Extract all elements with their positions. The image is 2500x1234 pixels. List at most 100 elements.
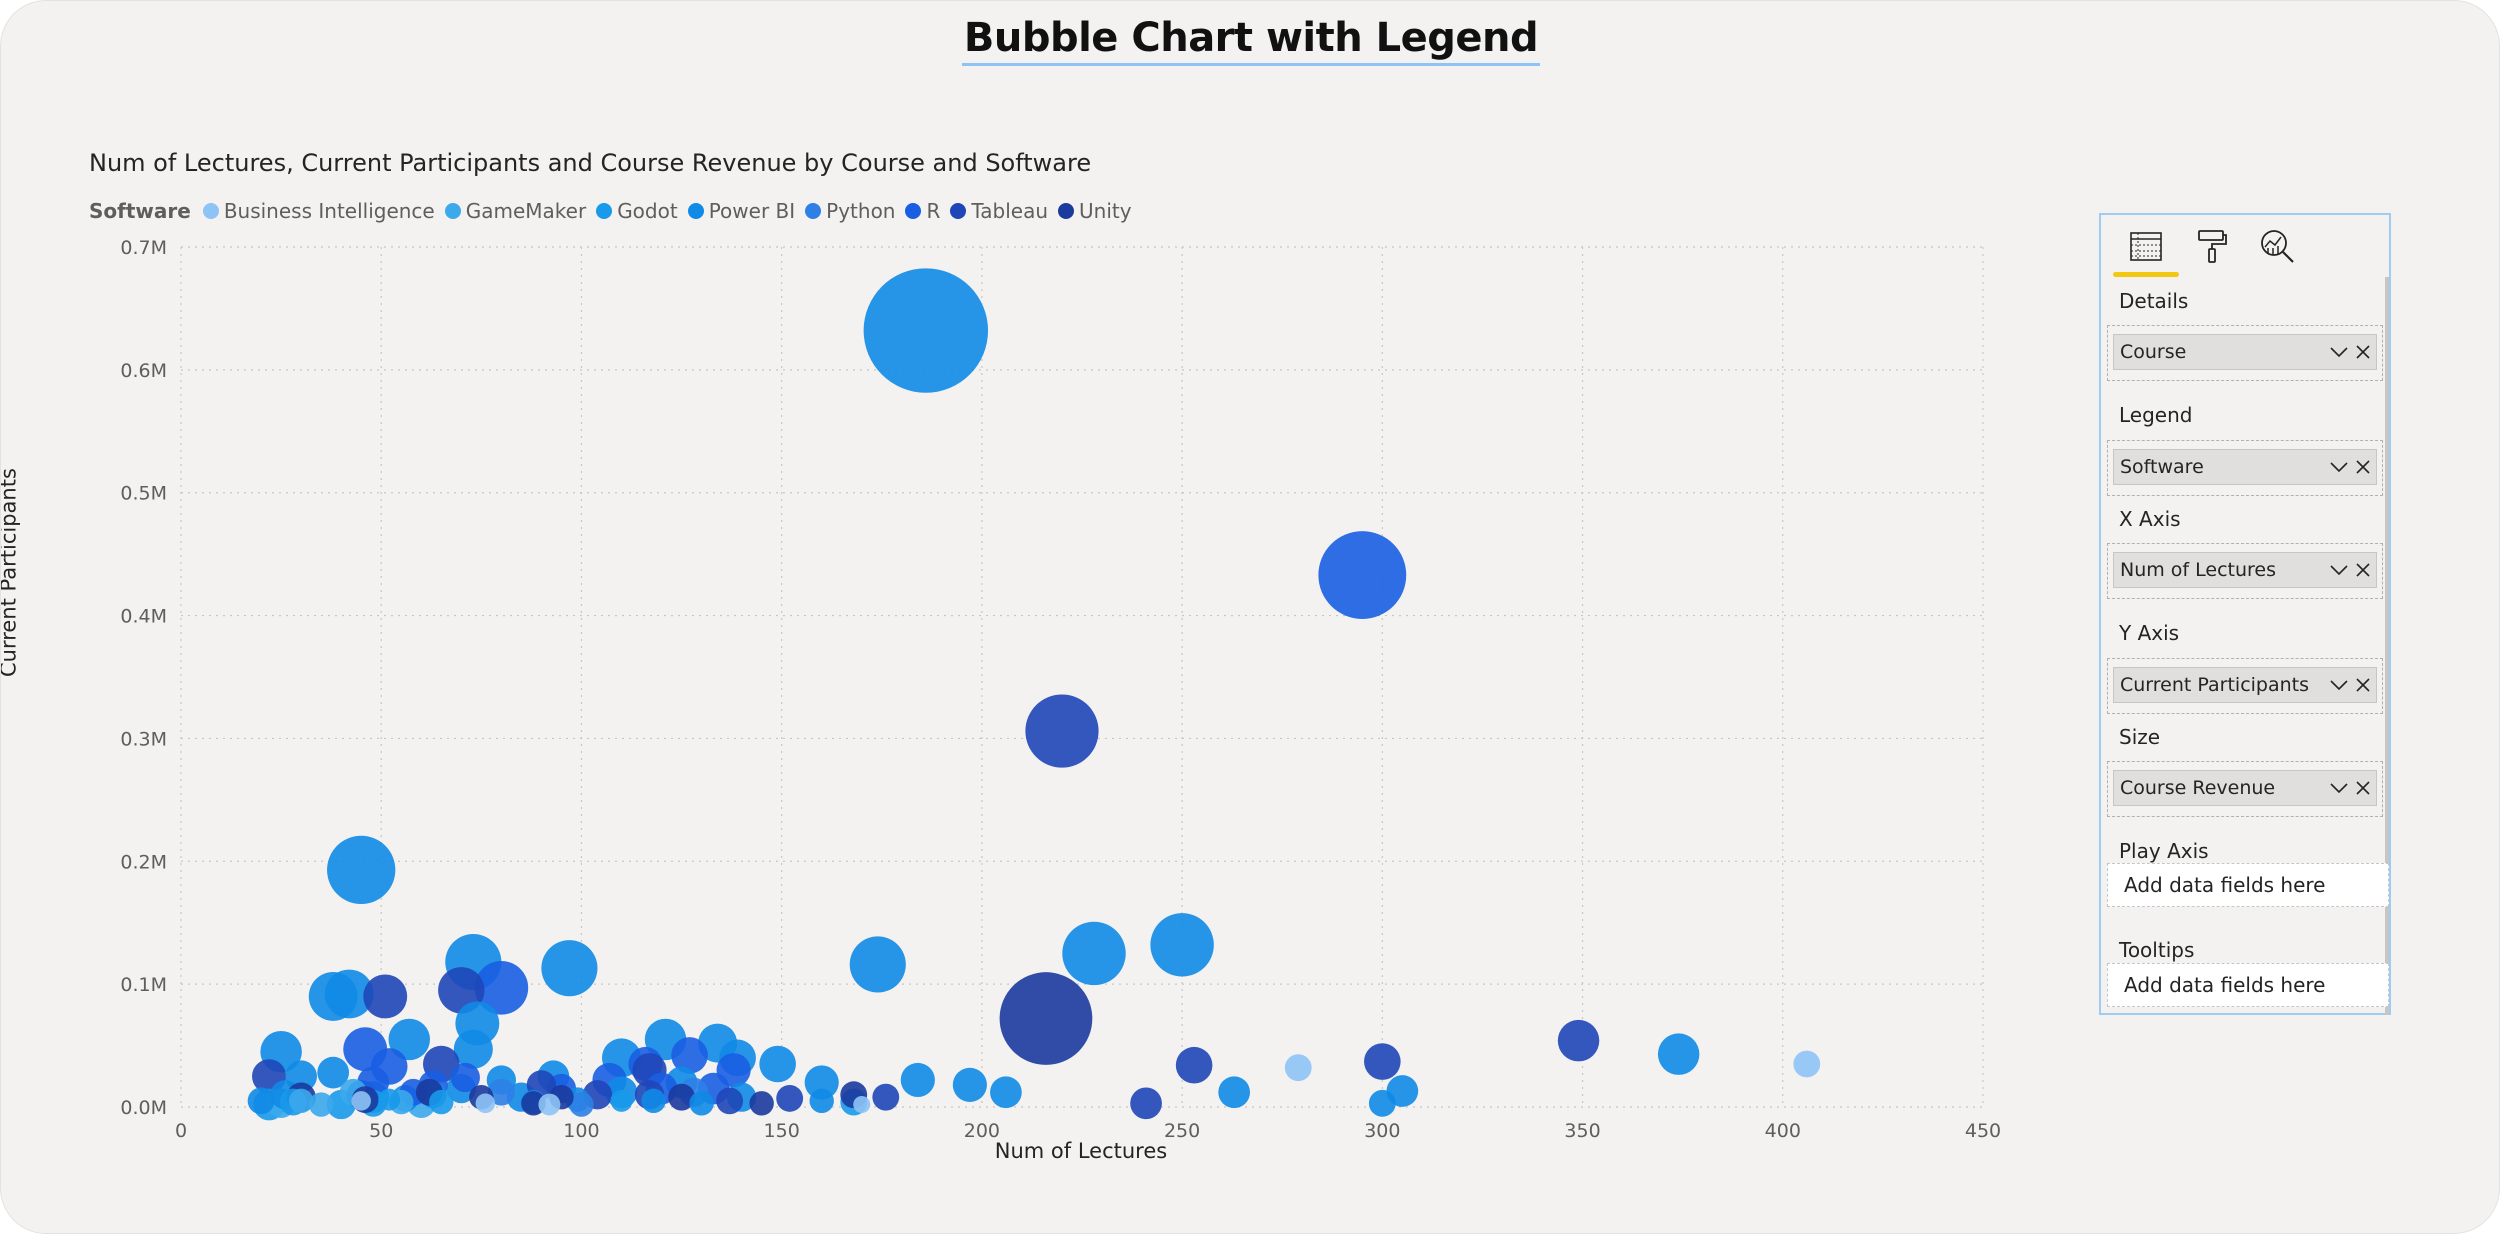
bubble-point[interactable] bbox=[1557, 1019, 1600, 1062]
bubble-point[interactable] bbox=[804, 1065, 839, 1100]
x-axis-well[interactable]: Num of Lectures bbox=[2107, 543, 2383, 599]
legend-item[interactable]: Business Intelligence bbox=[202, 199, 435, 223]
x-tick-label: 450 bbox=[1965, 1120, 2001, 1142]
bubble-point[interactable] bbox=[1130, 1087, 1162, 1120]
chevron-down-icon[interactable] bbox=[2328, 341, 2350, 363]
legend-swatch bbox=[905, 203, 922, 219]
legend-item[interactable]: Unity bbox=[1058, 199, 1132, 223]
pane-scrollbar[interactable] bbox=[2385, 277, 2389, 1015]
legend-label: Python bbox=[826, 199, 896, 223]
close-icon[interactable] bbox=[2352, 456, 2374, 478]
paint-roller-icon bbox=[2198, 230, 2227, 263]
bubble-point[interactable] bbox=[474, 960, 529, 1015]
bubble-point[interactable] bbox=[324, 969, 374, 1019]
bubble-point[interactable] bbox=[521, 1091, 546, 1116]
size-field-pill[interactable]: Course Revenue bbox=[2113, 770, 2377, 806]
bubble-point[interactable] bbox=[952, 1067, 987, 1102]
bubble-point[interactable] bbox=[450, 1062, 480, 1093]
bubble-point[interactable] bbox=[668, 1083, 695, 1111]
bubble-point[interactable] bbox=[317, 1056, 350, 1089]
format-tab[interactable] bbox=[2189, 225, 2235, 267]
bubble-point[interactable] bbox=[776, 1084, 804, 1112]
close-icon[interactable] bbox=[2352, 559, 2374, 581]
bubble-point[interactable] bbox=[1025, 694, 1099, 768]
bubble-point[interactable] bbox=[759, 1045, 796, 1083]
bubble-point[interactable] bbox=[749, 1091, 774, 1116]
legend-title: Software bbox=[89, 199, 191, 223]
bubble-point[interactable] bbox=[247, 1087, 275, 1115]
bubble-point[interactable] bbox=[610, 1089, 633, 1112]
legend-item[interactable]: Tableau bbox=[950, 199, 1048, 223]
bubble-point[interactable] bbox=[453, 1029, 493, 1069]
legend-item[interactable]: GameMaker bbox=[444, 199, 586, 223]
legend-swatch bbox=[805, 203, 822, 219]
bubble-point[interactable] bbox=[351, 1091, 371, 1111]
bubble-point[interactable] bbox=[900, 1062, 935, 1098]
bubble-point[interactable] bbox=[538, 1093, 561, 1116]
bubble-point[interactable] bbox=[863, 268, 989, 393]
bubble-point[interactable] bbox=[1793, 1050, 1821, 1078]
legend-field-pill[interactable]: Software bbox=[2113, 449, 2377, 485]
bubble-point[interactable] bbox=[487, 1078, 515, 1106]
bubble-point[interactable] bbox=[1318, 531, 1407, 619]
close-icon[interactable] bbox=[2352, 341, 2374, 363]
chart-legend: Software Business Intelligence GameMaker G… bbox=[89, 197, 1142, 225]
bubble-point[interactable] bbox=[1150, 913, 1214, 977]
bubble-point[interactable] bbox=[288, 1088, 314, 1114]
bubble-point[interactable] bbox=[475, 1093, 496, 1114]
bubble-point[interactable] bbox=[1657, 1033, 1700, 1075]
bubble-point[interactable] bbox=[541, 940, 598, 997]
bubble-point[interactable] bbox=[849, 936, 906, 993]
bubble-point[interactable] bbox=[872, 1083, 900, 1111]
analytics-tab[interactable] bbox=[2255, 225, 2301, 267]
legend-item[interactable]: Power BI bbox=[687, 199, 795, 223]
bubble-point[interactable] bbox=[1368, 1089, 1396, 1117]
bubble-point[interactable] bbox=[809, 1088, 834, 1114]
chevron-down-icon[interactable] bbox=[2328, 777, 2350, 799]
close-icon[interactable] bbox=[2352, 777, 2374, 799]
legend-item[interactable]: Godot bbox=[596, 199, 678, 223]
bubble-point[interactable] bbox=[716, 1087, 744, 1115]
bubble-point[interactable] bbox=[438, 967, 485, 1014]
bubble-chart-plot[interactable]: 0.0M 0.1M 0.2M 0.3M 0.4M 0.5M 0.6M 0.7M 0 50 100 15… bbox=[1, 1, 2101, 1234]
bubble-point[interactable] bbox=[999, 972, 1093, 1065]
y-axis-field-pill[interactable]: Current Participants bbox=[2113, 667, 2377, 703]
x-axis-field-pill[interactable]: Num of Lectures bbox=[2113, 552, 2377, 588]
fields-tab[interactable] bbox=[2113, 225, 2179, 277]
bubble-point[interactable] bbox=[1364, 1043, 1401, 1080]
details-field-pill[interactable]: Course bbox=[2113, 334, 2377, 370]
chevron-down-icon[interactable] bbox=[2328, 559, 2350, 581]
tooltips-drop-zone[interactable]: Add data fields here bbox=[2107, 963, 2389, 1007]
bubble-point[interactable] bbox=[689, 1091, 714, 1116]
y-tick-label: 0.2M bbox=[120, 851, 167, 873]
bubble-point[interactable] bbox=[388, 1018, 430, 1061]
bubble-point[interactable] bbox=[569, 1092, 594, 1117]
analytics-icon bbox=[2261, 230, 2294, 263]
size-well[interactable]: Course Revenue bbox=[2107, 761, 2383, 817]
bubble-point[interactable] bbox=[308, 1092, 334, 1117]
y-axis-well[interactable]: Current Participants bbox=[2107, 658, 2383, 714]
bubble-point[interactable] bbox=[990, 1076, 1022, 1109]
bubble-point[interactable] bbox=[641, 1088, 666, 1114]
play-axis-drop-zone[interactable]: Add data fields here bbox=[2107, 863, 2389, 907]
chevron-down-icon[interactable] bbox=[2328, 456, 2350, 478]
bubble-point[interactable] bbox=[363, 974, 408, 1019]
bubble-point[interactable] bbox=[1175, 1046, 1213, 1084]
legend-item[interactable]: Python bbox=[805, 199, 895, 223]
legend-item[interactable]: R bbox=[905, 199, 940, 223]
close-icon[interactable] bbox=[2352, 674, 2374, 696]
details-well[interactable]: Course bbox=[2107, 325, 2383, 381]
bubble-point[interactable] bbox=[1218, 1076, 1251, 1109]
bubble-point[interactable] bbox=[378, 1088, 401, 1111]
legend-well[interactable]: Software bbox=[2107, 440, 2383, 496]
field-pill-label: Course Revenue bbox=[2120, 777, 2276, 799]
well-label-tooltips: Tooltips bbox=[2119, 938, 2195, 962]
chevron-down-icon[interactable] bbox=[2328, 674, 2350, 696]
bubble-point[interactable] bbox=[671, 1037, 708, 1074]
y-tick-label: 0.6M bbox=[120, 360, 167, 382]
bubble-point[interactable] bbox=[853, 1096, 871, 1114]
bubble-point[interactable] bbox=[327, 835, 396, 905]
bubble-point[interactable] bbox=[429, 1089, 454, 1115]
bubble-point[interactable] bbox=[1284, 1054, 1312, 1082]
bubble-point[interactable] bbox=[1062, 921, 1126, 986]
